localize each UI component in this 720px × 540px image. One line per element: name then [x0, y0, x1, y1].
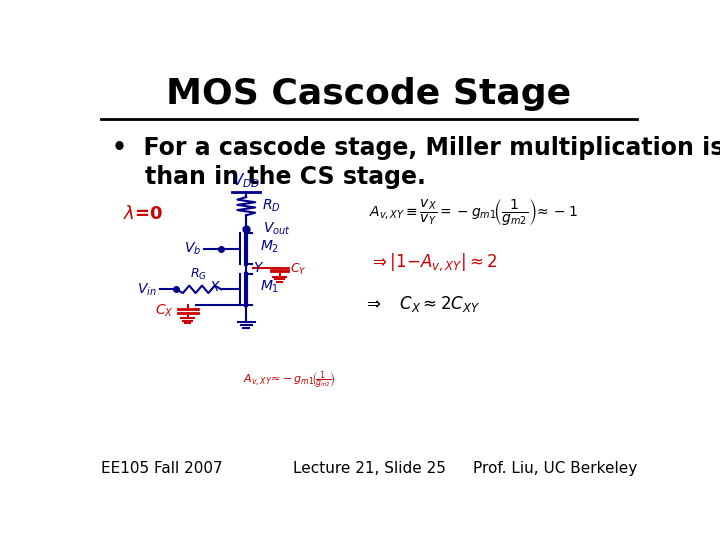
Text: $V_{in}$: $V_{in}$: [138, 281, 157, 298]
Text: $V_{DD}$: $V_{DD}$: [232, 171, 261, 190]
Text: $\lambda$=0: $\lambda$=0: [124, 206, 163, 224]
Text: $M_1$: $M_1$: [260, 279, 279, 295]
Text: Prof. Liu, UC Berkeley: Prof. Liu, UC Berkeley: [472, 461, 637, 476]
Text: $R_D$: $R_D$: [262, 198, 281, 214]
Text: $C_X$: $C_X$: [155, 303, 174, 319]
Text: $Y$: $Y$: [253, 261, 264, 275]
Text: Lecture 21, Slide 25: Lecture 21, Slide 25: [292, 461, 446, 476]
Text: $A_{v,XY}\!\approx\!-g_{m1}\!\left(\!\frac{1}{g_{m2}}\!\right)$: $A_{v,XY}\!\approx\!-g_{m1}\!\left(\!\fr…: [243, 370, 336, 392]
Text: $V_b$: $V_b$: [184, 240, 202, 257]
Text: $\Rightarrow \quad C_X \approx 2C_{XY}$: $\Rightarrow \quad C_X \approx 2C_{XY}$: [364, 294, 480, 314]
Text: $\Rightarrow |1\!-\!A_{v,XY}| \approx 2$: $\Rightarrow |1\!-\!A_{v,XY}| \approx 2$: [369, 252, 498, 273]
Text: $V_{out}$: $V_{out}$: [263, 221, 291, 237]
Text: •  For a cascode stage, Miller multiplication is smaller: • For a cascode stage, Miller multiplica…: [112, 136, 720, 160]
Text: than in the CS stage.: than in the CS stage.: [112, 165, 426, 189]
Text: $A_{v,XY} \equiv \dfrac{v_X}{v_Y} = -g_{m1}\!\left(\dfrac{1}{g_{m2}}\right)\!\ap: $A_{v,XY} \equiv \dfrac{v_X}{v_Y} = -g_{…: [369, 198, 578, 227]
Text: $X$: $X$: [210, 280, 222, 294]
Text: $C_Y$: $C_Y$: [289, 262, 307, 277]
Text: MOS Cascode Stage: MOS Cascode Stage: [166, 77, 572, 111]
Text: EE105 Fall 2007: EE105 Fall 2007: [101, 461, 222, 476]
Text: $R_G$: $R_G$: [190, 267, 207, 282]
Text: $M_2$: $M_2$: [260, 238, 279, 255]
